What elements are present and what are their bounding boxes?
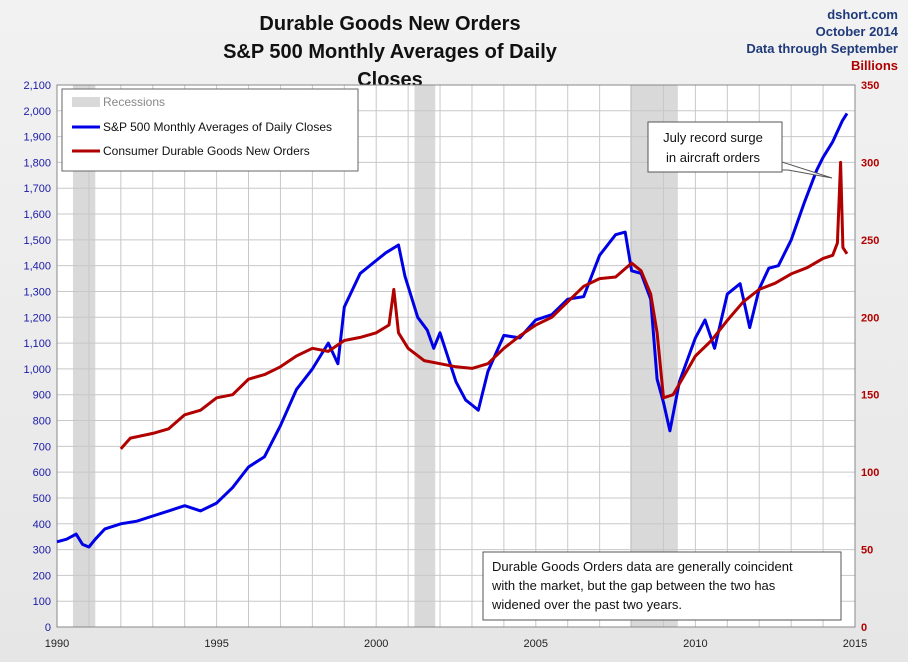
x-tick-label: 2000 [364, 638, 388, 650]
recession-band [72, 85, 96, 627]
plot-border [56, 84, 856, 628]
x-tick-label: 2005 [524, 638, 548, 650]
y-right-tick-label: 50 [861, 545, 873, 557]
y-left-tick-label: 500 [33, 493, 51, 505]
y-left-tick-label: 600 [33, 467, 51, 479]
spx-series-line [56, 112, 849, 549]
legend-label-durable: Consumer Durable Goods New Orders [103, 144, 310, 158]
y-right-tick-label: 150 [861, 390, 879, 402]
legend: Recessions S&P 500 Monthly Averages of Da… [61, 88, 359, 172]
callout-surge-line2: in aircraft orders [666, 150, 760, 165]
legend-box [61, 88, 359, 172]
legend-swatch-recessions [72, 97, 100, 107]
y-left-tick-label: 1,700 [23, 183, 51, 195]
y-left-tick-label: 800 [33, 416, 51, 428]
y-left-tick-label: 1,400 [23, 261, 51, 273]
source-site: dshort.com [827, 7, 898, 22]
source-date: October 2014 [815, 24, 898, 39]
y-left-tick-label: 2,000 [23, 106, 51, 118]
y-right-tick-label: 100 [861, 467, 879, 479]
y-left-tick-label: 1,500 [23, 235, 51, 247]
legend-label-recessions: Recessions [103, 95, 165, 109]
y-left-tick-label: 1,200 [23, 312, 51, 324]
y-right-tick-label: 250 [861, 235, 879, 247]
y-left-tick-label: 0 [45, 622, 51, 634]
x-tick-label: 1990 [45, 638, 69, 650]
y-right-tick-label: 200 [861, 312, 879, 324]
callout-surge-box [647, 121, 833, 179]
x-tick-label: 2010 [683, 638, 707, 650]
y-left-tick-label: 2,100 [23, 80, 51, 92]
y-left-tick-label: 1,100 [23, 338, 51, 350]
x-tick-label: 1995 [204, 638, 228, 650]
y-left-tick-label: 900 [33, 390, 51, 402]
legend-label-spx: S&P 500 Monthly Averages of Daily Closes [103, 120, 332, 134]
durable-goods-series-line [119, 160, 849, 450]
source-block: dshort.com October 2014 Data through Sep… [746, 6, 898, 74]
plot-area [57, 85, 855, 627]
chart-title-line1: Durable Goods New Orders [259, 13, 521, 35]
y-left-tick-label: 100 [33, 596, 51, 608]
y-left-tick-label: 700 [33, 441, 51, 453]
y-left-tick-label: 1,300 [23, 286, 51, 298]
recession-band [414, 85, 436, 627]
y-left-tick-label: 1,000 [23, 364, 51, 376]
y-left-tick-label: 300 [33, 545, 51, 557]
source-through: Data through September [746, 41, 898, 56]
right-axis-units: Billions [851, 58, 898, 73]
y-right-tick-label: 350 [861, 80, 879, 92]
y-left-tick-label: 1,800 [23, 157, 51, 169]
note-box-border [482, 551, 842, 621]
callout-surge: July record surge in aircraft orders [647, 121, 833, 179]
y-left-tick-label: 400 [33, 519, 51, 531]
y-right-tick-label: 0 [861, 622, 867, 634]
y-left-tick-label: 1,900 [23, 132, 51, 144]
y-right-tick-label: 300 [861, 157, 879, 169]
callout-surge-line1: July record surge [663, 130, 763, 145]
y-left-tick-label: 1,600 [23, 209, 51, 221]
note-text-line: with the market, but the gap between the… [491, 578, 776, 593]
note-box: Durable Goods Orders data are generally … [482, 551, 842, 621]
note-text-line: Durable Goods Orders data are generally … [492, 559, 793, 574]
y-left-tick-label: 200 [33, 570, 51, 582]
note-text-line: widened over the past two years. [491, 597, 682, 612]
x-tick-label: 2015 [843, 638, 867, 650]
